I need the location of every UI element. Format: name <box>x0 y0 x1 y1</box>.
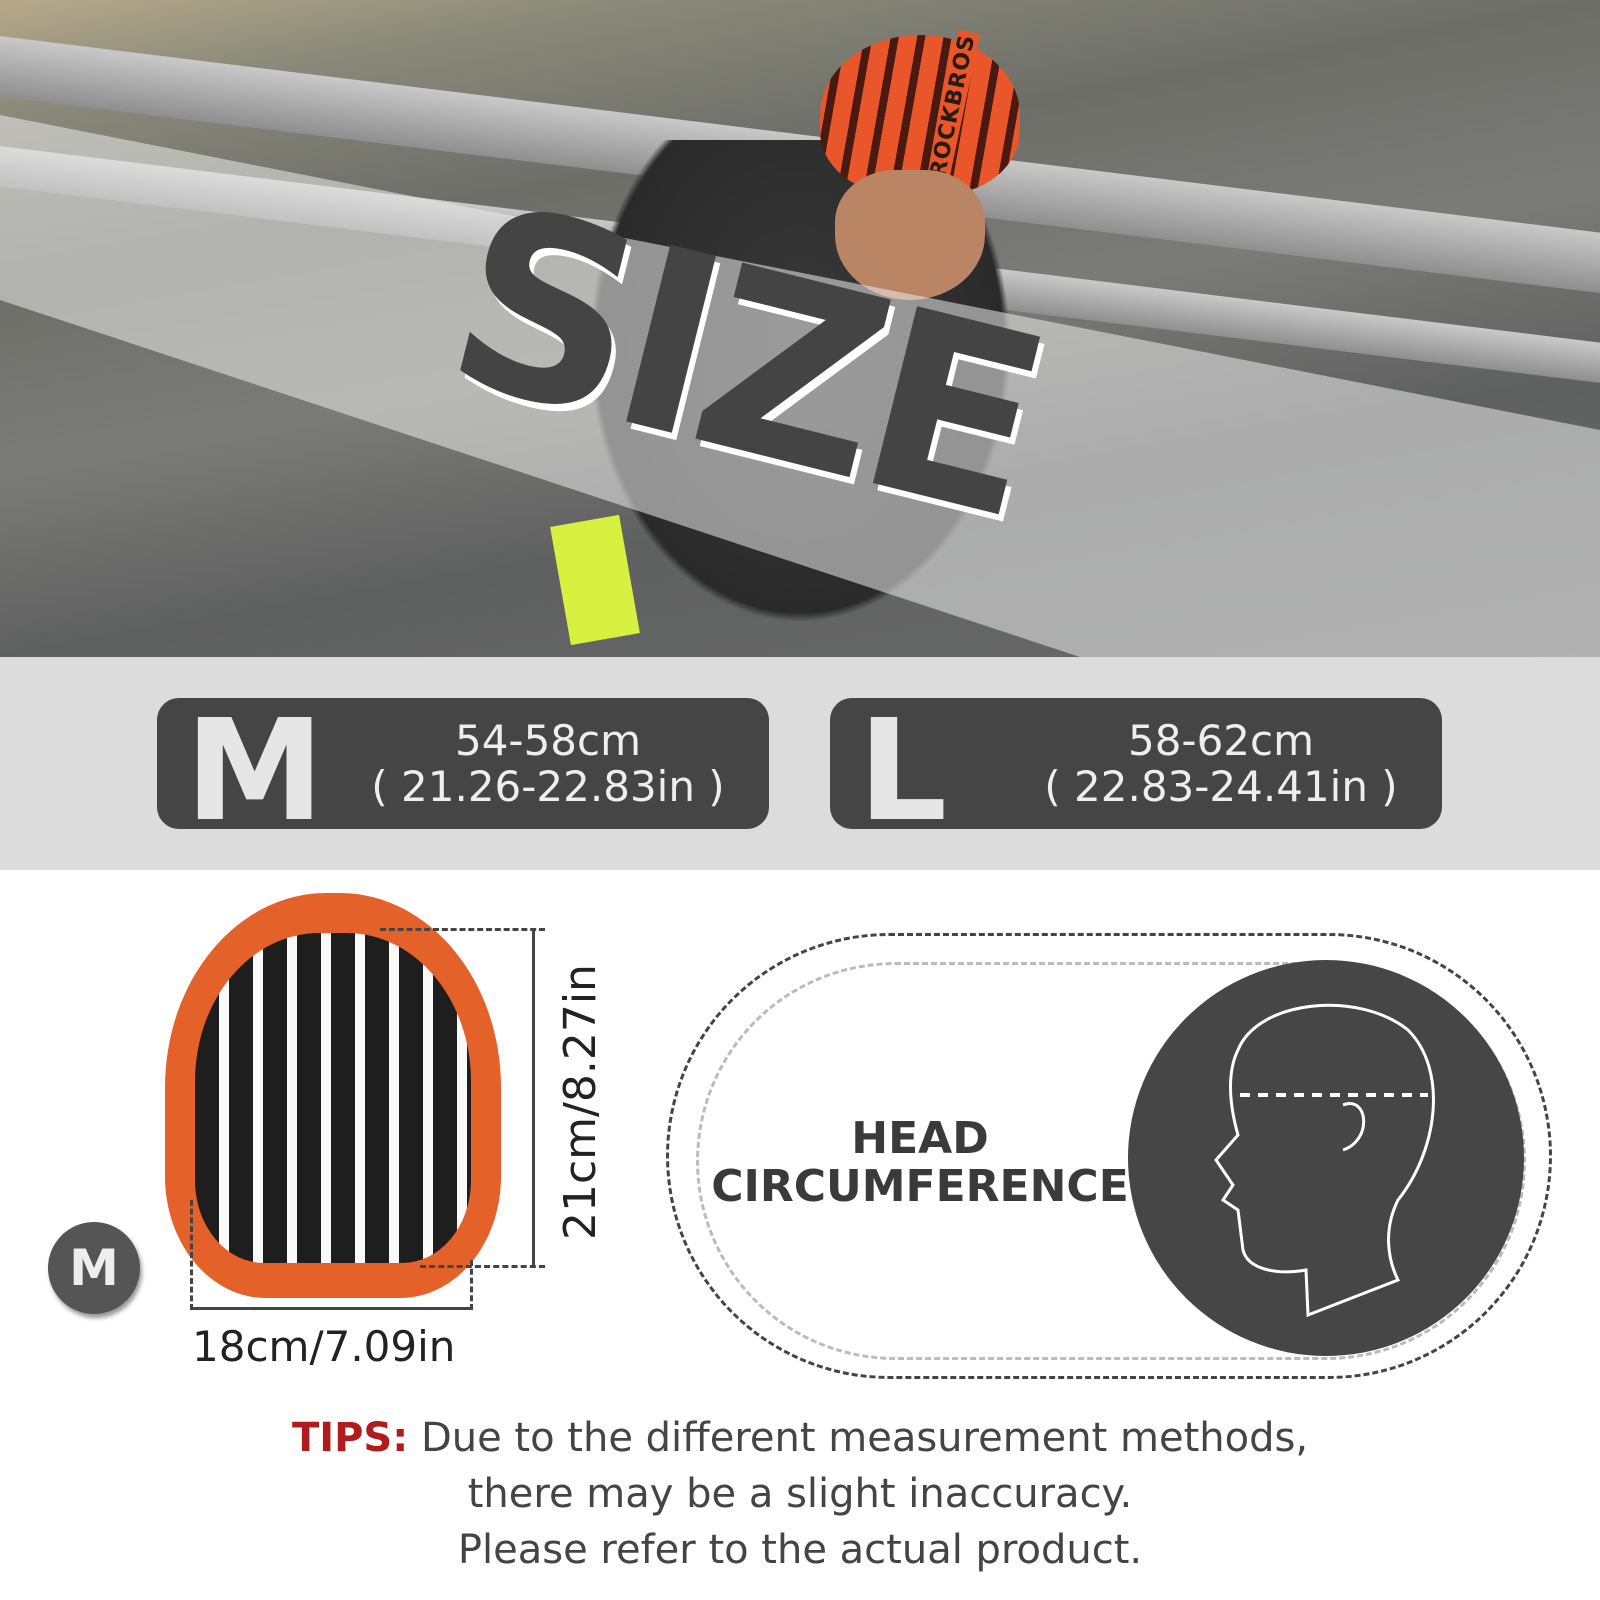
head-circle <box>1128 960 1524 1356</box>
height-label: 21cm/8.27in <box>555 964 606 1240</box>
helmet-underside-image <box>165 893 501 1298</box>
size-letter: L <box>858 690 948 853</box>
cyclist-face <box>835 170 985 300</box>
width-dimension-line <box>190 1307 472 1310</box>
tips-line1: Due to the different measurement methods… <box>408 1415 1309 1461</box>
width-label: 18cm/7.09in <box>192 1322 456 1371</box>
hero-photo: ROCKBROS SIZE <box>0 0 1600 657</box>
size-cm: 58-62cm <box>1127 716 1315 765</box>
dimension-line <box>470 1260 473 1310</box>
head-label-line2: CIRCUMFERENCE <box>711 1161 1129 1212</box>
outer-dashed-oval <box>666 933 1552 1379</box>
tips-line2: there may be a slight inaccuracy. <box>467 1471 1133 1517</box>
dimension-line <box>380 928 545 931</box>
dimension-line <box>420 1265 545 1268</box>
height-dimension-line <box>532 928 535 1265</box>
size-inches: ( 21.26-22.83in ) <box>371 762 725 811</box>
head-profile-measure-icon <box>1214 1003 1435 1318</box>
head-circumference-label: HEAD CIRCUMFERENCE <box>710 1115 1130 1211</box>
size-cm: 54-58cm <box>454 716 642 765</box>
cyclist-helmet: ROCKBROS <box>820 29 1020 195</box>
size-letter: M <box>185 690 325 853</box>
size-inches: ( 22.83-24.41in ) <box>1044 762 1398 811</box>
size-card-l: L 58-62cm ( 22.83-24.41in ) <box>830 698 1442 842</box>
tips-line3: Please refer to the actual product. <box>457 1527 1143 1573</box>
helmet-brand-text: ROCKBROS <box>926 29 980 183</box>
tips-label: TIPS: <box>291 1415 409 1461</box>
size-badge: M <box>48 1222 140 1314</box>
head-label-line1: HEAD <box>851 1113 989 1164</box>
inner-dashed-oval <box>696 962 1526 1360</box>
size-card-m: M 54-58cm ( 21.26-22.83in ) <box>157 698 769 842</box>
dimension-line <box>190 1200 193 1310</box>
tips-note: TIPS: Due to the different measurement m… <box>0 1410 1600 1578</box>
